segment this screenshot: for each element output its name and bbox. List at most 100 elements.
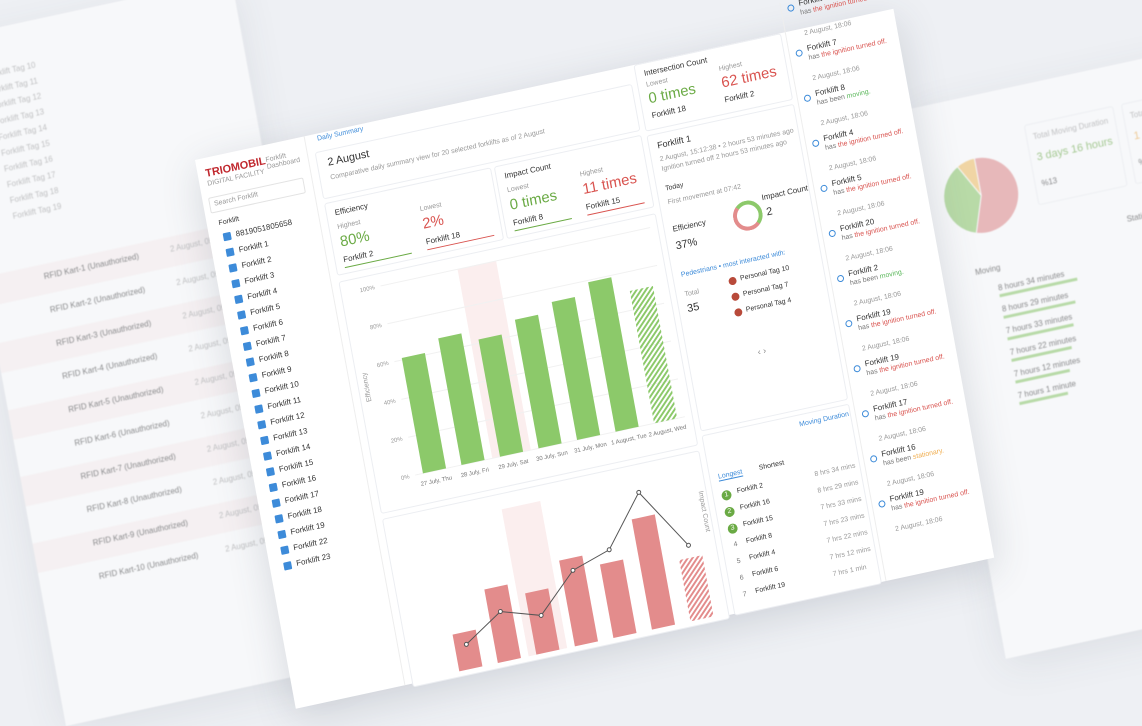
sidebar-item[interactable]: Forklift 4 <box>246 286 278 302</box>
row-value: 8 hrs 29 mins <box>817 479 860 495</box>
checkbox[interactable] <box>280 545 290 555</box>
row-name: Forklift 15 <box>742 514 774 529</box>
row-value: 7 hrs 23 mins <box>823 512 866 529</box>
event-dot <box>844 319 853 328</box>
row-name: Forklift 16 <box>739 498 771 512</box>
event-time: 2 August, 18:06 <box>828 155 877 173</box>
stat-value: 80% <box>338 227 371 251</box>
tab[interactable]: Longest <box>717 468 744 482</box>
sidebar-item[interactable]: Forklift 23 <box>295 551 332 568</box>
sidebar-item[interactable]: Forklift 15 <box>278 457 314 474</box>
header-title: 2 August <box>326 147 371 169</box>
bar <box>551 296 601 441</box>
x-tick-label: 30 July, Sun <box>536 450 569 463</box>
checkbox[interactable] <box>274 514 284 524</box>
rank: 6 <box>739 574 745 582</box>
x-tick-label: 31 July, Mon <box>574 442 608 455</box>
checkbox[interactable] <box>234 294 244 305</box>
durations-card: Longest Shortest Moving Duration 1 Forklift … <box>701 403 883 616</box>
event-time: 2 August, 18:06 <box>820 110 869 128</box>
tag-dot <box>733 307 743 318</box>
sidebar-item[interactable]: Forklift 1 <box>237 239 270 255</box>
event-dot <box>803 94 812 103</box>
tag-name: Personal Tag 7 <box>742 281 789 298</box>
x-tick-label: 28 July, Fri <box>460 467 489 479</box>
bar <box>631 514 676 630</box>
event-status: moving. <box>846 88 872 101</box>
sidebar-item[interactable]: Forklift 16 <box>281 473 317 490</box>
row-value: 7 hrs 33 mins <box>820 495 863 512</box>
event-time: 2 August, 18:06 <box>844 245 894 263</box>
sidebar-item[interactable]: Forklift 12 <box>269 410 306 427</box>
checkbox[interactable] <box>245 357 255 367</box>
sidebar-item[interactable]: Forklift 13 <box>272 426 309 443</box>
sidebar-item[interactable]: Forklift 5 <box>249 301 281 318</box>
total-card: Total Moving Duration 3 days 16 hours %13 <box>1023 105 1128 206</box>
y-tick-label: 20% <box>390 436 403 445</box>
checkbox[interactable] <box>283 561 293 571</box>
sidebar-item[interactable]: Forklift 2 <box>240 254 273 270</box>
y-tick-label: 60% <box>377 361 390 370</box>
rank: 5 <box>736 557 742 566</box>
checkbox[interactable] <box>231 278 241 289</box>
row-name: Forklift 8 <box>745 532 773 545</box>
checkbox[interactable] <box>237 310 247 320</box>
event-dot <box>795 48 804 58</box>
checkbox[interactable] <box>222 231 232 242</box>
row-value: 7 hrs 12 mins <box>829 545 872 562</box>
checkbox[interactable] <box>248 372 258 383</box>
checkbox[interactable] <box>265 467 276 477</box>
checkbox[interactable] <box>225 247 235 258</box>
tab[interactable]: Shortest <box>758 459 785 472</box>
checkbox[interactable] <box>242 341 252 352</box>
bg-tag: Forklift Tag 19 <box>11 201 63 221</box>
card-title: Impact Count <box>503 161 552 181</box>
checkbox[interactable] <box>254 404 264 414</box>
sidebar-item[interactable]: Forklift 7 <box>255 333 287 349</box>
total-value: 1 day 3 h <box>1132 121 1142 143</box>
bar <box>401 353 447 474</box>
checkbox[interactable] <box>257 419 267 430</box>
checkbox[interactable] <box>277 529 287 540</box>
event-dot <box>811 139 820 148</box>
sidebar-item[interactable]: Forklift 10 <box>263 379 300 396</box>
total-value: 35 <box>686 300 701 316</box>
sidebar-item[interactable]: Forklift 9 <box>260 364 293 380</box>
y-tick-label: 80% <box>370 323 383 332</box>
pie-slice <box>956 157 982 196</box>
tab[interactable]: Daily Summary <box>316 125 364 143</box>
efficiency-value: 37% <box>674 235 699 253</box>
checkbox[interactable] <box>262 451 273 461</box>
sidebar-item[interactable]: Forklift 14 <box>275 441 312 459</box>
pager: ‹ › <box>756 345 767 357</box>
checkbox[interactable] <box>228 263 238 273</box>
sidebar-item[interactable]: Forklift 3 <box>243 270 276 286</box>
checkbox[interactable] <box>239 325 250 336</box>
row-name: Forklift 4 <box>748 549 776 562</box>
tag-name: Personal Tag 4 <box>745 297 792 314</box>
x-tick-label: 2 August, Wed <box>648 425 687 439</box>
duration-link[interactable]: Moving Duration <box>798 410 850 429</box>
sidebar-item[interactable]: Forklift 19 <box>289 520 326 537</box>
sidebar-item[interactable]: 8819051805658 <box>235 217 293 239</box>
event-status: moving. <box>879 268 905 281</box>
event-time: 2 August, 18:06 <box>869 380 919 398</box>
checkbox[interactable] <box>251 388 261 399</box>
x-tick-label: 1 August, Tue <box>611 433 648 447</box>
total-label: Total Moving Duration <box>1032 116 1109 142</box>
line-point <box>636 489 642 495</box>
sidebar-item[interactable]: Forklift 18 <box>286 504 323 521</box>
page: Forklift Tag 10 Forklift Tag 11 Forklift T… <box>0 0 1142 709</box>
sidebar-item[interactable]: Forklift 17 <box>284 488 320 506</box>
efficiency-chart: Efficiency 0% 20% 40% 60% 80% 100% 27 July, Thu… <box>359 227 687 488</box>
checkbox[interactable] <box>260 435 270 446</box>
sidebar-item[interactable]: Forklift 11 <box>266 395 302 412</box>
sidebar-item[interactable]: Forklift 8 <box>258 348 290 365</box>
event-dot <box>819 184 829 193</box>
checkbox[interactable] <box>268 482 278 493</box>
card-title: Intersection Count <box>643 55 708 78</box>
sidebar-item[interactable]: Forklift 22 <box>292 536 329 553</box>
checkbox[interactable] <box>271 498 281 508</box>
total-label: Total <box>684 288 700 299</box>
sidebar-item[interactable]: Forklift 6 <box>252 317 284 333</box>
